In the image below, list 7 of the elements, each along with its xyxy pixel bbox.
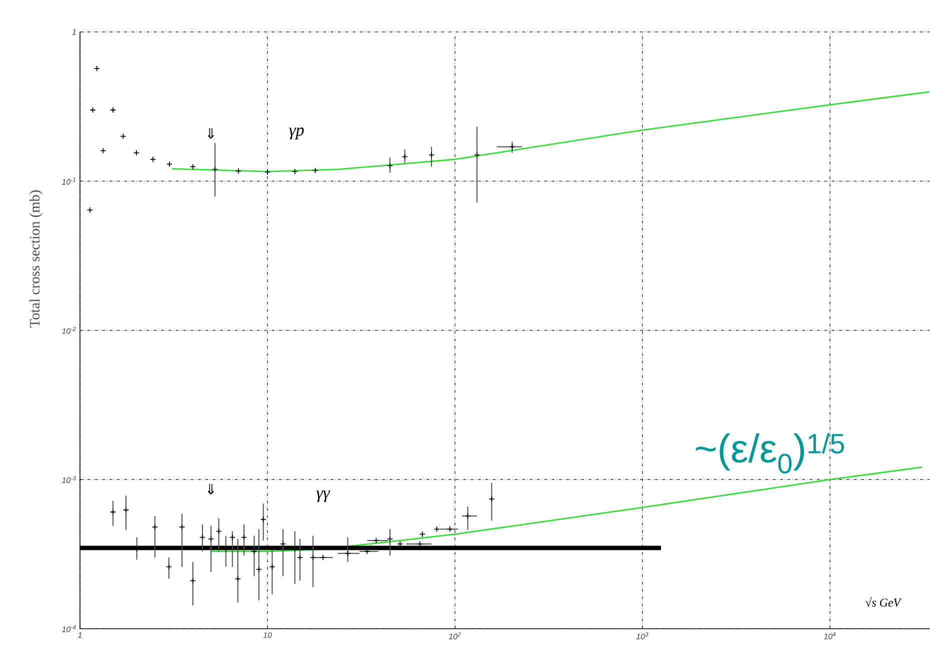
annotation: ~(ε/ε$_{0}$)$^{1/5}$ (696, 433, 844, 474)
annotation: ⇓ (208, 128, 214, 139)
x-axis-title: √s GeV (865, 597, 902, 607)
annotation: γγ (316, 490, 330, 502)
y-axis-title: Total cross section (mb) (29, 190, 42, 328)
annotation: ⇓ (208, 484, 214, 494)
annotation: γp (289, 128, 304, 140)
